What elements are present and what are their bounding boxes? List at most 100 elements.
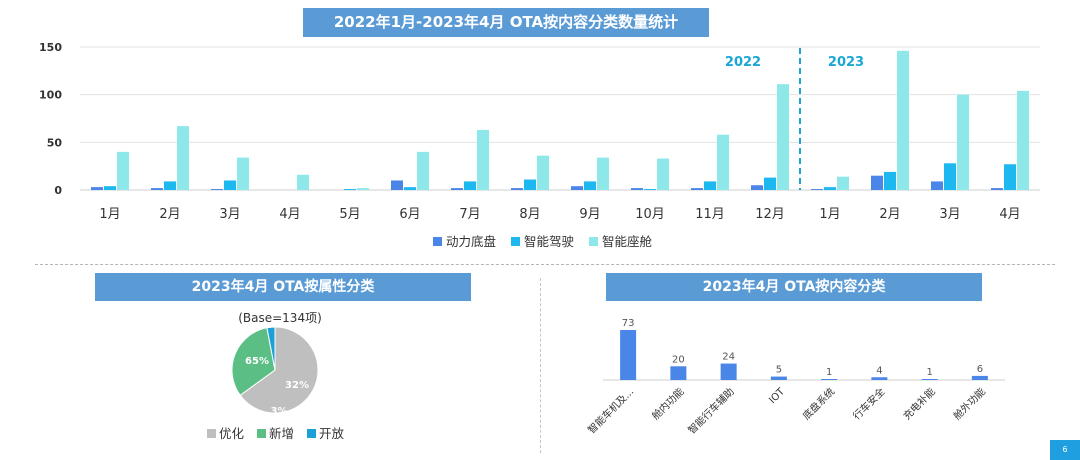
bar-智能驾驶	[764, 177, 776, 190]
bar-智能座舱	[897, 50, 909, 191]
bar	[770, 376, 787, 380]
x-tick-label: IOT	[767, 386, 787, 406]
attr-pie-chart: 65% 32% 3% 优化 新增 开放	[207, 326, 345, 441]
x-tick-label: 7月	[459, 207, 480, 222]
bar-动力底盘	[211, 189, 223, 190]
bar-智能驾驶	[704, 181, 716, 190]
bar-value-label: 6	[977, 364, 983, 375]
y-tick-label: 0	[54, 184, 62, 197]
bar-智能驾驶	[104, 186, 116, 190]
bar-动力底盘	[811, 189, 823, 190]
bar	[620, 330, 637, 380]
bar-智能驾驶	[164, 181, 176, 190]
legend-swatch	[207, 429, 216, 438]
x-tick-label: 6月	[399, 207, 420, 222]
section-divider	[35, 264, 1055, 265]
bar-智能驾驶	[884, 171, 896, 190]
bar-智能驾驶	[344, 189, 356, 190]
y-tick-label: 100	[39, 89, 62, 102]
legend-label: 智能座舱	[602, 234, 653, 249]
pie-slice-优化	[239, 326, 319, 414]
legend-label: 动力底盘	[446, 234, 496, 249]
legend-swatch	[589, 237, 598, 246]
x-tick-label: 1月	[99, 207, 120, 222]
x-tick-label: 1月	[819, 207, 840, 222]
bar-动力底盘	[451, 188, 463, 190]
bar-智能座舱	[537, 155, 549, 190]
bar-智能座舱	[177, 126, 189, 190]
legend-label: 开放	[319, 426, 345, 441]
column-divider	[540, 278, 541, 453]
attr-chart-title: 2023年4月 OTA按属性分类	[95, 273, 471, 301]
bar	[921, 379, 938, 380]
year-label: 2022	[725, 55, 761, 70]
main-bar-chart: 0 50 100 150 1月 2月 3月 4月 5月 6月 7月 8月 9月 10月 11月 12月 1月 2月…	[39, 41, 1040, 249]
bar-动力底盘	[931, 181, 943, 190]
bar-动力底盘	[571, 186, 583, 190]
y-tick-label: 150	[39, 41, 62, 54]
bar-智能座舱	[237, 157, 249, 190]
main-chart-title: 2022年1月-2023年4月 OTA按内容分类数量统计	[303, 8, 709, 37]
bar-智能座舱	[957, 94, 969, 190]
x-tick-label: 舱外功能	[951, 385, 988, 422]
bar-智能驾驶	[644, 189, 656, 190]
x-tick-label: 5月	[339, 207, 360, 222]
x-tick-label: 9月	[579, 207, 600, 222]
x-tick-label: 3月	[939, 207, 960, 222]
bar-value-label: 4	[876, 365, 882, 376]
x-tick-label: 10月	[635, 207, 665, 222]
bar	[871, 377, 888, 380]
x-tick-label: 2月	[879, 207, 900, 222]
year-label: 2023	[828, 55, 864, 70]
bar	[720, 363, 737, 380]
bar-智能驾驶	[224, 180, 236, 190]
x-tick-label: 4月	[279, 207, 300, 222]
x-tick-label: 智能车机及...	[585, 385, 636, 436]
bar-智能座舱	[297, 174, 309, 190]
bar-智能驾驶	[824, 187, 836, 190]
x-tick-label: 4月	[999, 207, 1020, 222]
x-tick-label: 12月	[755, 207, 785, 222]
bar-value-label: 20	[672, 354, 685, 365]
base-note: (Base=134项)	[238, 311, 322, 325]
legend-label: 优化	[219, 426, 245, 441]
x-tick-label: 舱内功能	[649, 385, 686, 422]
bar-动力底盘	[631, 188, 643, 190]
bar	[670, 366, 687, 380]
bar-智能座舱	[777, 84, 789, 190]
bar-智能驾驶	[944, 163, 956, 190]
content-chart-title: 2023年4月 OTA按内容分类	[606, 273, 982, 301]
legend-swatch	[433, 237, 442, 246]
bar-动力底盘	[511, 188, 523, 190]
pie-value-label: 32%	[285, 380, 309, 391]
bar-动力底盘	[991, 188, 1003, 190]
pie-value-label: 3%	[271, 406, 288, 417]
bar	[821, 379, 838, 380]
bar-智能驾驶	[1004, 164, 1016, 190]
legend-label: 智能驾驶	[524, 234, 575, 249]
bar-智能座舱	[1017, 90, 1029, 190]
pie-slice-开放	[266, 326, 276, 371]
bar-智能驾驶	[464, 181, 476, 190]
bar	[971, 375, 988, 380]
legend-swatch	[307, 429, 316, 438]
bar-智能驾驶	[584, 181, 596, 190]
legend-swatch	[511, 237, 520, 246]
bar-智能座舱	[837, 176, 849, 190]
x-tick-label: 11月	[695, 207, 725, 222]
bar-value-label: 5	[776, 365, 782, 376]
bar-动力底盘	[751, 185, 763, 190]
bar-动力底盘	[151, 188, 163, 190]
bar-动力底盘	[91, 187, 103, 190]
legend-label: 新增	[269, 426, 294, 441]
legend-swatch	[257, 429, 266, 438]
bar-动力底盘	[871, 175, 883, 190]
bar-动力底盘	[691, 188, 703, 190]
bar-智能座舱	[477, 129, 489, 190]
y-tick-label: 50	[47, 136, 63, 149]
x-tick-label: 行车安全	[850, 385, 887, 422]
x-tick-label: 2月	[159, 207, 180, 222]
pie-slice-新增	[231, 327, 276, 396]
bar-value-label: 1	[826, 367, 832, 378]
bar-智能座舱	[117, 151, 129, 190]
